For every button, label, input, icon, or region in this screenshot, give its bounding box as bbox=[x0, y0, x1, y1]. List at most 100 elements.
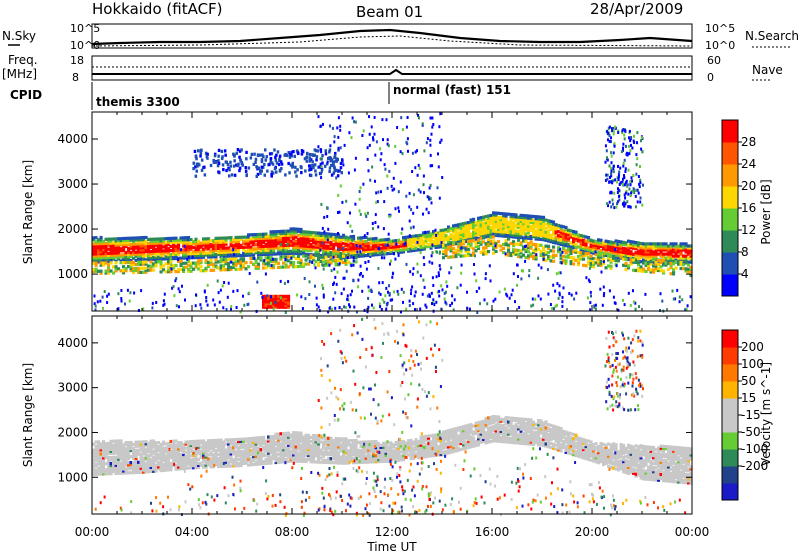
heatmap-cell bbox=[162, 462, 166, 466]
heatmap-cell bbox=[594, 303, 597, 307]
heatmap-cell bbox=[620, 150, 623, 154]
heatmap-cell bbox=[474, 241, 478, 245]
heatmap-cell bbox=[238, 169, 241, 173]
heatmap-cell bbox=[599, 253, 603, 257]
heatmap-cell bbox=[137, 236, 141, 240]
heatmap-cell bbox=[639, 248, 643, 252]
heatmap-cell bbox=[432, 234, 436, 238]
heatmap-cell bbox=[494, 233, 498, 237]
heatmap-cell bbox=[109, 439, 113, 443]
heatmap-cell bbox=[92, 472, 96, 476]
heatmap-cell bbox=[527, 242, 531, 246]
heatmap-cell bbox=[484, 233, 488, 237]
heatmap-cell bbox=[122, 467, 126, 471]
heatmap-cell bbox=[659, 248, 663, 252]
heatmap-cell bbox=[627, 291, 630, 295]
heatmap-cell bbox=[184, 246, 188, 250]
heatmap-cell bbox=[557, 230, 561, 234]
heatmap-cell bbox=[307, 256, 311, 260]
heatmap-cell bbox=[632, 240, 636, 244]
heatmap-cell bbox=[441, 176, 444, 179]
heatmap-cell bbox=[574, 238, 578, 242]
heatmap-cell bbox=[372, 306, 375, 310]
heatmap-cell bbox=[164, 262, 168, 266]
heatmap-cell bbox=[327, 253, 331, 257]
heatmap-cell bbox=[642, 254, 646, 258]
heatmap-cell bbox=[194, 243, 198, 247]
heatmap-cell bbox=[625, 189, 628, 193]
heatmap-cell bbox=[159, 237, 163, 241]
heatmap-cell bbox=[509, 223, 513, 227]
heatmap-cell bbox=[182, 454, 186, 459]
heatmap-cell bbox=[139, 468, 143, 472]
heatmap-cell bbox=[139, 270, 143, 274]
heatmap-cell bbox=[222, 452, 226, 456]
heatmap-cell bbox=[97, 240, 101, 244]
heatmap-cell bbox=[137, 468, 141, 472]
heatmap-cell bbox=[214, 453, 218, 457]
heatmap-cell bbox=[219, 250, 223, 254]
heatmap-cell bbox=[109, 451, 113, 455]
heatmap-cell bbox=[162, 440, 166, 444]
heatmap-cell bbox=[319, 237, 323, 241]
heatmap-cell bbox=[119, 441, 123, 445]
heatmap-cell bbox=[522, 224, 526, 228]
heatmap-cell bbox=[589, 248, 593, 253]
heatmap-cell bbox=[269, 303, 273, 307]
heatmap-cell bbox=[549, 236, 553, 240]
heatmap-cell bbox=[299, 262, 303, 266]
heatmap-cell bbox=[189, 244, 193, 248]
heatmap-cell bbox=[137, 258, 141, 262]
heatmap-cell bbox=[644, 250, 648, 254]
heatmap-cell bbox=[572, 244, 576, 248]
heatmap-cell bbox=[338, 210, 341, 214]
heatmap-cell bbox=[229, 254, 233, 258]
heatmap-cell bbox=[162, 450, 166, 454]
heatmap-cell bbox=[127, 447, 131, 451]
heatmap-cell bbox=[557, 250, 561, 254]
heatmap-cell bbox=[514, 223, 518, 227]
heatmap-cell bbox=[187, 252, 191, 256]
heatmap-cell bbox=[584, 253, 588, 258]
heatmap-cell bbox=[492, 213, 496, 217]
heatmap-cell bbox=[233, 153, 236, 157]
heatmap-cell bbox=[622, 250, 626, 255]
heatmap-cell bbox=[622, 142, 625, 146]
heatmap-cell bbox=[282, 235, 286, 239]
heatmap-cell bbox=[207, 453, 211, 457]
heatmap-cell bbox=[279, 303, 283, 307]
heatmap-cell bbox=[312, 235, 316, 239]
heatmap-cell bbox=[114, 439, 118, 443]
heatmap-cell bbox=[234, 261, 238, 265]
heatmap-cell bbox=[652, 256, 656, 260]
heatmap-cell bbox=[284, 152, 287, 157]
heatmap-cell bbox=[562, 286, 565, 290]
heatmap-cell bbox=[277, 302, 281, 306]
heatmap-cell bbox=[268, 162, 271, 166]
heatmap-cell bbox=[119, 457, 123, 461]
heatmap-cell bbox=[164, 456, 168, 460]
heatmap-cell bbox=[364, 250, 368, 254]
heatmap-cell bbox=[217, 250, 221, 255]
heatmap-cell bbox=[599, 244, 603, 248]
heatmap-cell bbox=[274, 305, 278, 309]
heatmap-cell bbox=[193, 149, 197, 153]
heatmap-cell bbox=[308, 159, 311, 163]
heatmap-cell bbox=[202, 447, 206, 451]
heatmap-cell bbox=[457, 246, 461, 250]
heatmap-cell bbox=[124, 255, 128, 259]
heatmap-cell bbox=[287, 249, 291, 253]
heatmap-cell bbox=[654, 260, 658, 264]
heatmap-cell bbox=[611, 198, 614, 202]
heatmap-cell bbox=[107, 263, 111, 267]
heatmap-cell bbox=[499, 212, 503, 216]
heatmap-cell bbox=[628, 205, 631, 209]
heatmap-cell bbox=[252, 237, 256, 241]
heatmap-cell bbox=[654, 262, 658, 266]
heatmap-cell bbox=[219, 446, 223, 450]
heatmap-cell bbox=[577, 261, 581, 265]
heatmap-cell bbox=[344, 239, 348, 243]
heatmap-cell bbox=[207, 447, 211, 451]
heatmap-cell bbox=[187, 440, 191, 444]
heatmap-cell bbox=[634, 247, 638, 251]
